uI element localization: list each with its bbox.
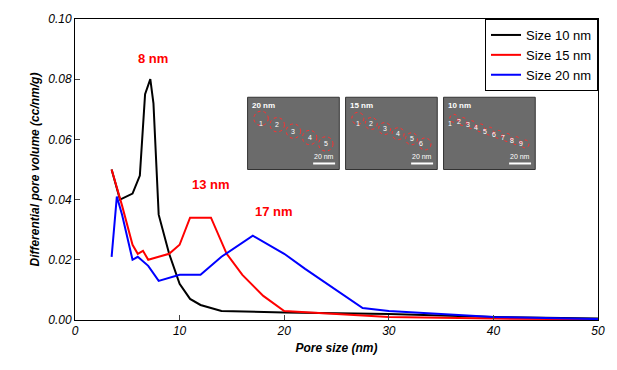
- svg-text:20 nm: 20 nm: [314, 153, 334, 160]
- svg-text:8 nm: 8 nm: [138, 51, 168, 66]
- svg-text:4: 4: [474, 124, 478, 131]
- svg-text:40: 40: [487, 324, 501, 338]
- svg-text:Size 15 nm: Size 15 nm: [526, 48, 591, 63]
- svg-text:0.02: 0.02: [48, 253, 72, 267]
- svg-text:Size 20 nm: Size 20 nm: [526, 68, 591, 83]
- svg-text:4: 4: [308, 134, 312, 141]
- svg-text:2: 2: [369, 120, 373, 127]
- svg-text:30: 30: [382, 324, 396, 338]
- svg-text:Size 10 nm: Size 10 nm: [526, 28, 591, 43]
- svg-text:0.08: 0.08: [48, 72, 72, 86]
- svg-text:3: 3: [466, 121, 470, 128]
- svg-text:13 nm: 13 nm: [192, 177, 230, 192]
- svg-text:8: 8: [510, 137, 514, 144]
- svg-text:9: 9: [519, 140, 523, 147]
- svg-text:10: 10: [173, 324, 187, 338]
- svg-text:50: 50: [591, 324, 605, 338]
- svg-text:20 nm: 20 nm: [412, 153, 432, 160]
- svg-text:5: 5: [483, 128, 487, 135]
- svg-text:6: 6: [419, 140, 423, 147]
- svg-text:5: 5: [410, 135, 414, 142]
- svg-text:7: 7: [501, 134, 505, 141]
- svg-text:3: 3: [291, 128, 295, 135]
- svg-text:2: 2: [275, 121, 279, 128]
- svg-text:5: 5: [324, 140, 328, 147]
- svg-text:Pore size (nm): Pore size (nm): [295, 341, 377, 355]
- svg-text:3: 3: [383, 125, 387, 132]
- svg-text:0.06: 0.06: [48, 133, 72, 147]
- svg-text:Differential pore volume (cc/n: Differential pore volume (cc/nm/g): [28, 73, 42, 267]
- svg-text:0.00: 0.00: [48, 313, 72, 327]
- svg-text:4: 4: [396, 130, 400, 137]
- svg-text:15 nm: 15 nm: [350, 101, 373, 110]
- svg-text:0.04: 0.04: [48, 193, 72, 207]
- svg-text:1: 1: [356, 120, 360, 127]
- svg-text:2: 2: [457, 118, 461, 125]
- svg-text:10 nm: 10 nm: [448, 101, 471, 110]
- svg-text:17 nm: 17 nm: [255, 204, 293, 219]
- svg-text:1: 1: [448, 120, 452, 127]
- svg-text:0.10: 0.10: [48, 12, 72, 26]
- svg-text:20 nm: 20 nm: [252, 101, 275, 110]
- svg-text:20: 20: [277, 324, 292, 338]
- svg-text:6: 6: [492, 131, 496, 138]
- svg-text:0: 0: [72, 324, 79, 338]
- svg-text:20 nm: 20 nm: [510, 153, 530, 160]
- svg-text:1: 1: [259, 120, 263, 127]
